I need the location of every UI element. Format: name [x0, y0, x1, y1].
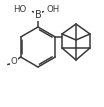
Text: OH: OH: [46, 4, 60, 13]
Text: O: O: [10, 57, 17, 66]
Text: HO: HO: [13, 4, 27, 13]
Text: B: B: [35, 10, 41, 20]
